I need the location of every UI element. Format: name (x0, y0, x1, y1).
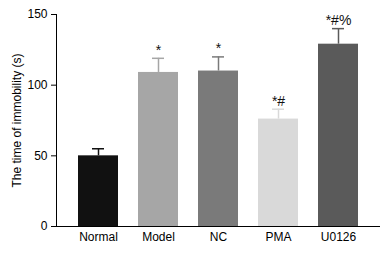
svg-text:*: * (216, 40, 222, 56)
svg-text:Model: Model (142, 230, 175, 244)
svg-text:*#: *# (272, 93, 285, 109)
svg-text:50: 50 (34, 149, 48, 163)
svg-text:Normal: Normal (79, 230, 118, 244)
svg-text:100: 100 (27, 78, 47, 92)
svg-text:U0126: U0126 (321, 230, 357, 244)
svg-text:NC: NC (210, 230, 228, 244)
svg-text:The time of immobility (s): The time of immobility (s) (10, 53, 24, 187)
svg-text:0: 0 (41, 219, 48, 233)
svg-text:*: * (156, 42, 162, 58)
svg-text:*#%: *#% (326, 12, 352, 28)
svg-text:PMA: PMA (265, 230, 291, 244)
svg-text:150: 150 (27, 7, 47, 21)
